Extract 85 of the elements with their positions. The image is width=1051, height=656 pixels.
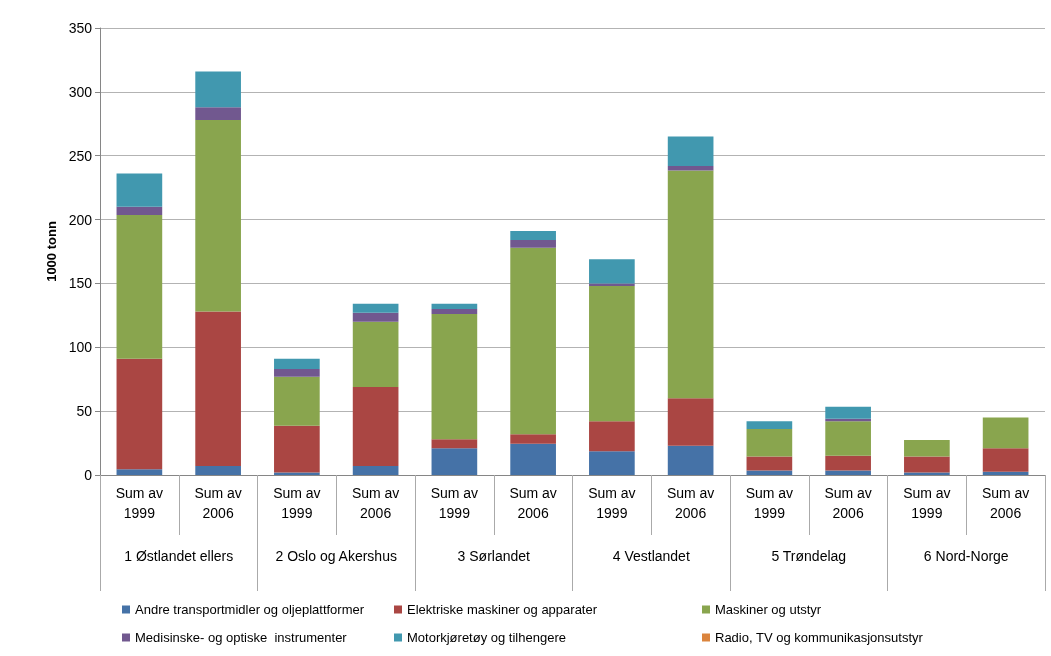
x-tick-label: Sum av 2006 [351, 485, 400, 521]
legend-label: Maskiner og utstyr [715, 602, 822, 617]
bar [431, 308, 478, 315]
bar [431, 439, 478, 449]
x-tick-label: Sum av 1999 [430, 485, 479, 521]
text: 1 Østlandet ellers [124, 548, 234, 564]
text: 6 Nord-Norge [923, 548, 1009, 564]
bar [195, 311, 241, 467]
text: 2 Oslo og Akershus [275, 548, 397, 564]
bar [510, 247, 556, 435]
bar [195, 466, 241, 475]
bar [431, 448, 478, 475]
bar [195, 119, 241, 312]
bar [274, 472, 320, 475]
bar [904, 456, 950, 473]
bar [116, 358, 163, 470]
y-axis-title: 1000 tonn [43, 221, 59, 282]
x-tick-label: Sum av 1999 [903, 485, 951, 521]
bar [510, 231, 556, 241]
y-tick-label: 300 [68, 83, 93, 100]
text: 5 Trøndelag [771, 548, 847, 564]
x-tick-label: Sum av 2006 [981, 485, 1030, 521]
bar [667, 170, 714, 399]
x-tick-label: Sum av 1999 [115, 485, 164, 521]
x-tick-label: Sum av 2006 [824, 485, 872, 521]
legend-label: Elektriske maskiner og apparater [407, 602, 598, 617]
y-tick-label: 50 [76, 403, 93, 420]
bar [904, 472, 950, 475]
bar [904, 439, 950, 457]
bar [352, 312, 399, 322]
bar [667, 445, 714, 475]
y-tick-label: 0 [84, 467, 93, 483]
bar [352, 303, 399, 313]
bar [825, 406, 871, 419]
bar [116, 206, 163, 216]
legend-label: Andre transportmidler og oljeplattformer [135, 602, 365, 617]
bar [589, 285, 635, 422]
bar [116, 469, 163, 475]
bar [589, 451, 635, 475]
bar [667, 398, 714, 446]
bar [982, 448, 1029, 472]
bar [589, 283, 635, 286]
bar [116, 215, 163, 359]
y-tick-label: 150 [68, 275, 93, 292]
y-tick-label: 250 [68, 147, 93, 164]
bar [274, 358, 320, 369]
x-tick-label: Sum av 2006 [194, 485, 242, 521]
bar [352, 466, 399, 475]
bar [510, 240, 556, 248]
bar [746, 456, 793, 471]
legend-label: Radio, TV og kommunikasjonsutstyr [715, 630, 924, 645]
y-tick-label: 200 [68, 211, 93, 228]
x-tick-label: Sum av 1999 [273, 485, 321, 521]
bar [352, 386, 399, 467]
bar [116, 173, 163, 207]
bar [589, 259, 635, 284]
bar [825, 455, 871, 471]
bar [746, 429, 793, 457]
bar [195, 107, 241, 120]
bar [982, 471, 1029, 475]
bar [195, 71, 241, 108]
bar [510, 443, 556, 475]
bar [825, 421, 871, 456]
bar [746, 421, 793, 430]
bar [982, 417, 1029, 449]
bar [431, 303, 478, 309]
x-tick-label: Sum av 1999 [745, 485, 794, 521]
bar [352, 321, 399, 387]
x-tick-label: Sum av 2006 [509, 485, 557, 521]
y-tick-label: 100 [68, 339, 93, 356]
y-tick-label: 350 [68, 20, 93, 36]
x-tick-label: Sum av 1999 [588, 485, 636, 521]
bar [274, 425, 320, 473]
bar [274, 376, 320, 426]
bar [510, 434, 556, 444]
bar [667, 136, 714, 166]
text: 3 Sørlandet [457, 548, 531, 564]
x-tick-label: Sum av 2006 [666, 485, 715, 521]
text: 4 Vestlandet [612, 548, 690, 564]
legend-label: Motorkjøretøy og tilhengere [407, 630, 566, 645]
bar [274, 369, 320, 377]
legend-label: Medisinske- og optiske instrumenter [135, 630, 348, 645]
bar [589, 421, 635, 452]
bar [431, 314, 478, 440]
bar [825, 470, 871, 475]
